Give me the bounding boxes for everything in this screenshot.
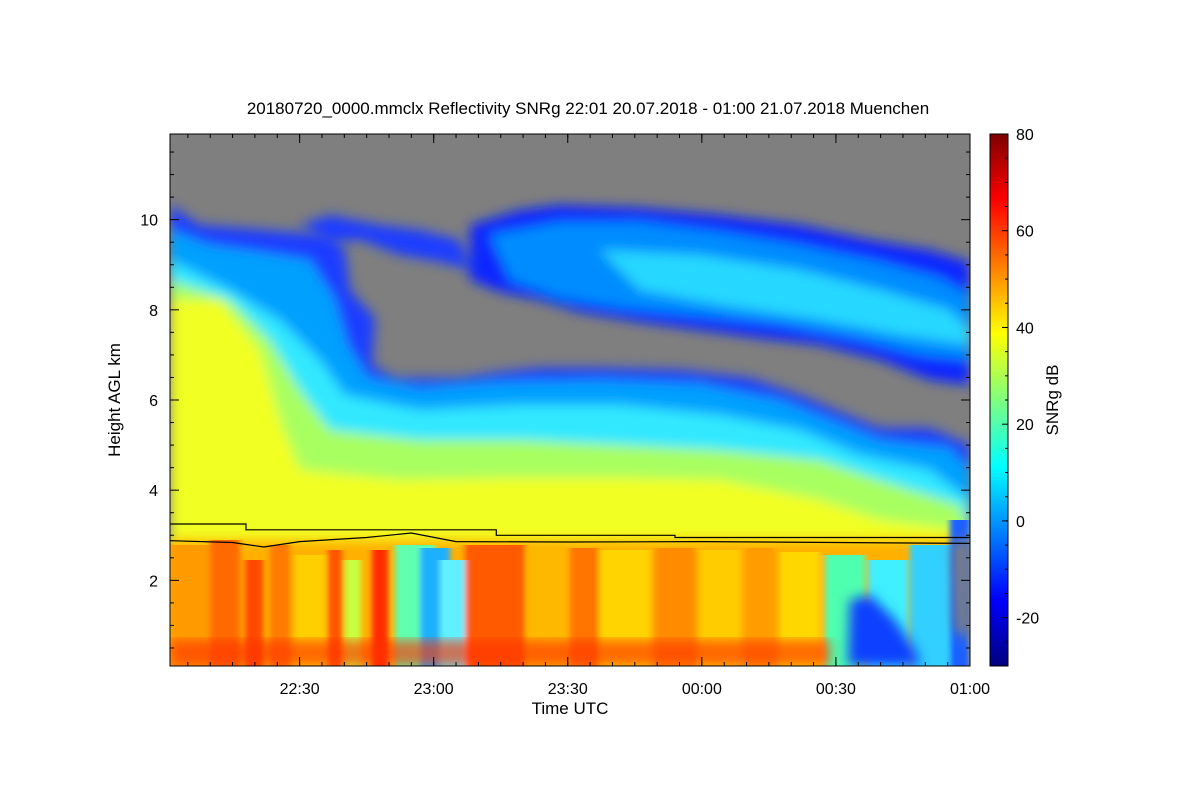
colorbar-ticks: -20 0 20 40 60 80 [1002,127,1039,667]
colorbar-label: SNRg dB [1043,365,1062,436]
y-tick-label: 10 [140,213,158,230]
x-tick-label: 00:30 [816,681,856,698]
x-axis: 22:30 23:00 23:30 00:00 00:30 01:00 [187,134,990,698]
x-tick-label: 01:00 [950,681,990,698]
chart-title: 20180720_0000.mmclx Reflectivity SNRg 22… [247,99,929,118]
colorbar-tick-label: 20 [1016,417,1034,434]
colorbar-tick-label: 40 [1016,320,1034,337]
lower-black-line [170,532,970,548]
y-tick-label: 8 [149,303,158,320]
x-tick-label: 23:00 [414,681,454,698]
colorbar-tick-label: 80 [1016,127,1034,144]
x-tick-label: 22:30 [280,681,320,698]
y-tick-label: 4 [149,483,158,500]
y-axis: 2 4 6 8 10 [140,151,970,649]
echo-region-weak-echo [848,535,970,666]
y-tick-label: 6 [149,393,158,410]
echo-region-upper-cirrus [300,205,970,385]
colorbar-tick-label: -20 [1016,611,1039,628]
x-tick-label: 00:00 [682,681,722,698]
plot-area [170,134,970,666]
colorbar-tick-label: 60 [1016,224,1034,241]
x-tick-label: 23:30 [548,681,588,698]
echo-region-low-level-rain [170,520,970,666]
colorbar-tick-label: 0 [1016,514,1025,531]
y-axis-label: Height AGL km [105,343,124,457]
upper-black-line [170,523,970,539]
colorbar: -20 0 20 40 60 80 SNRg dB [989,127,1062,667]
x-axis-label: Time UTC [532,699,609,718]
y-tick-label: 2 [149,573,158,590]
